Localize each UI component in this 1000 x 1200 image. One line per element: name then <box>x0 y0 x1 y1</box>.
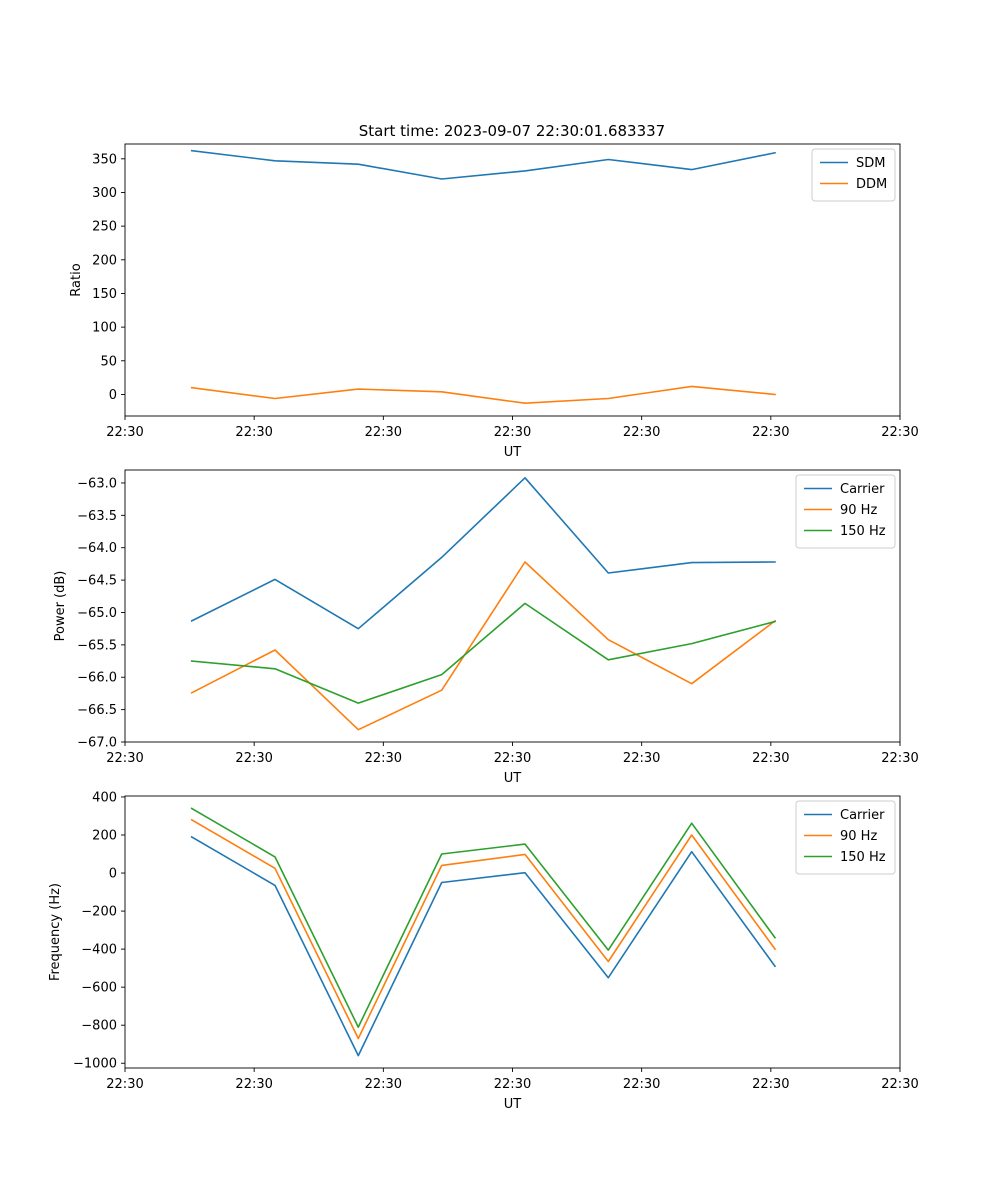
y-tick-label: 300 <box>92 186 117 201</box>
x-tick-label: 22:30 <box>106 425 143 440</box>
x-tick-label: 22:30 <box>494 425 531 440</box>
x-tick-label: 22:30 <box>365 1077 402 1092</box>
x-tick-label: 22:30 <box>752 751 789 766</box>
legend-label: Carrier <box>840 808 885 823</box>
y-tick-label: 200 <box>92 253 117 268</box>
y-tick-label: 150 <box>92 287 117 302</box>
y-tick-label: 0 <box>109 867 117 882</box>
y-tick-label: 50 <box>100 354 117 369</box>
x-tick-label: 22:30 <box>881 1077 918 1092</box>
legend-label: Carrier <box>840 482 885 497</box>
x-tick-label: 22:30 <box>623 425 660 440</box>
x-tick-label: 22:30 <box>235 751 272 766</box>
y-tick-label: −66.0 <box>77 671 117 686</box>
y-tick-label: −800 <box>81 1019 117 1034</box>
y-tick-label: −600 <box>81 981 117 996</box>
y-tick-label: −400 <box>81 943 117 958</box>
x-tick-label: 22:30 <box>365 751 402 766</box>
series-line-sdm <box>190 149 776 180</box>
y-tick-label: 250 <box>92 220 117 235</box>
x-tick-label: 22:30 <box>623 751 660 766</box>
legend-label: 150 Hz <box>840 850 886 865</box>
x-tick-label: 22:30 <box>494 1077 531 1092</box>
y-tick-label: 350 <box>92 152 117 167</box>
series-line-carrier <box>190 835 777 1057</box>
y-tick-label: −63.0 <box>77 476 117 491</box>
series-line-150-hz <box>190 807 777 1028</box>
x-tick-label: 22:30 <box>752 425 789 440</box>
legend-label: DDM <box>856 177 887 192</box>
x-tick-label: 22:30 <box>881 425 918 440</box>
y-tick-label: 100 <box>92 321 117 336</box>
x-tick-label: 22:30 <box>752 1077 789 1092</box>
y-axis-label: Ratio <box>69 263 84 296</box>
panels: 22:30 22:30 22:30 22:30 22:30 22:30 22:30 0 50 10… <box>48 143 919 1112</box>
figure-title: Start time: 2023-09-07 22:30:01.683337 <box>359 122 665 140</box>
x-axis-label: UT <box>504 1097 522 1112</box>
y-tick-label: −63.5 <box>77 509 117 524</box>
legend: Carrier 90 Hz 150 Hz <box>795 800 896 875</box>
x-tick-label: 22:30 <box>106 1077 143 1092</box>
x-tick-label: 22:30 <box>365 425 402 440</box>
x-tick-label: 22:30 <box>235 425 272 440</box>
x-tick-label: 22:30 <box>623 1077 660 1092</box>
y-tick-label: 400 <box>92 790 117 805</box>
series-line-ddm <box>190 385 776 405</box>
legend: SDM DDM <box>811 148 896 202</box>
y-tick-label: −65.5 <box>77 638 117 653</box>
x-axis-label: UT <box>504 771 522 786</box>
legend: Carrier 90 Hz 150 Hz <box>795 474 896 549</box>
y-tick-label: −64.5 <box>77 574 117 589</box>
x-tick-label: 22:30 <box>494 751 531 766</box>
y-tick-label: 0 <box>109 388 117 403</box>
x-tick-label: 22:30 <box>881 751 918 766</box>
panel-2: 22:30 22:30 22:30 22:30 22:30 22:30 22:30−67.0… <box>53 469 919 786</box>
y-tick-label: −1000 <box>73 1057 117 1072</box>
legend-label: 90 Hz <box>840 829 877 844</box>
y-tick-label: −65.0 <box>77 606 117 621</box>
y-tick-label: −67.0 <box>77 736 117 751</box>
y-axis-label: Power (dB) <box>53 571 68 642</box>
y-tick-label: −66.5 <box>77 703 117 718</box>
y-tick-label: −64.0 <box>77 541 117 556</box>
series-line-150-hz <box>190 602 776 704</box>
panel-3: 22:30 22:30 22:30 22:30 22:30 22:30 22:30 −1000… <box>48 790 919 1112</box>
x-tick-label: 22:30 <box>235 1077 272 1092</box>
y-axis-label: Frequency (Hz) <box>48 883 63 981</box>
panel-1: 22:30 22:30 22:30 22:30 22:30 22:30 22:30 0 50 10… <box>69 143 919 460</box>
x-tick-label: 22:30 <box>106 751 143 766</box>
series-line-carrier <box>190 476 776 630</box>
series-line-90-hz <box>190 561 777 731</box>
legend-label: SDM <box>856 156 885 171</box>
legend-label: 90 Hz <box>840 503 877 518</box>
x-axis-label: UT <box>504 445 522 460</box>
y-tick-label: 200 <box>92 828 117 843</box>
series-line-90-hz <box>190 818 777 1040</box>
legend-label: 150 Hz <box>840 524 886 539</box>
y-tick-label: −200 <box>81 905 117 920</box>
